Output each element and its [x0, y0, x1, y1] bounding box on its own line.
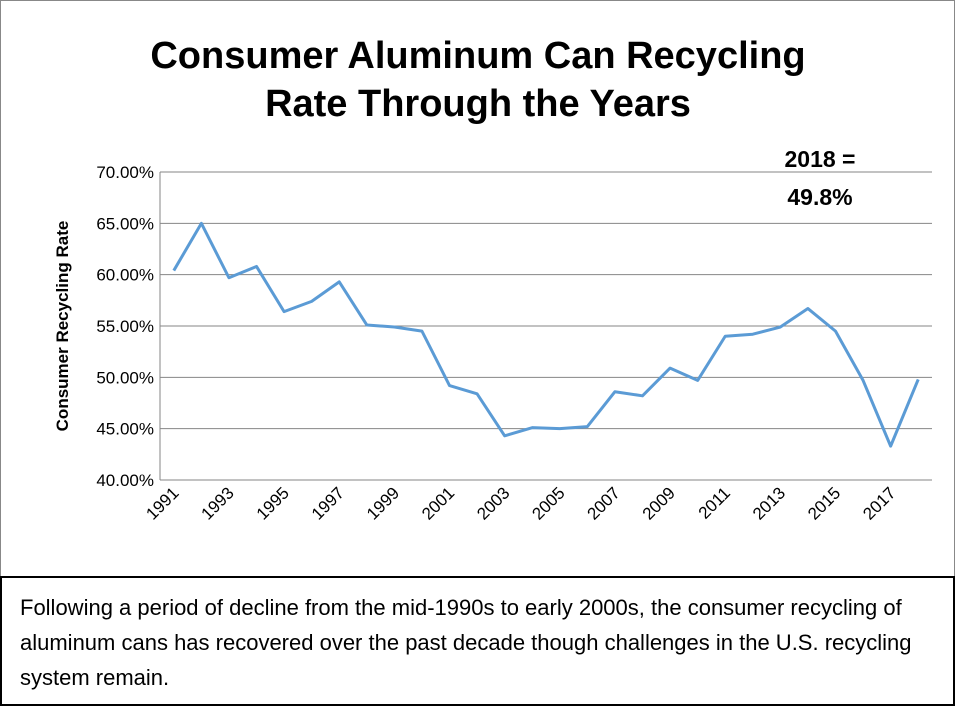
y-axis-label: Consumer Recycling Rate	[53, 221, 72, 432]
x-tick-label: 1995	[253, 483, 293, 523]
x-tick-label: 2003	[473, 483, 513, 523]
x-tick-label: 2013	[749, 483, 789, 523]
y-tick-label: 50.00%	[96, 368, 154, 387]
y-tick-label: 40.00%	[96, 471, 154, 490]
annotation: 2018 = 49.8%	[784, 146, 856, 210]
caption-box: Following a period of decline from the m…	[0, 576, 955, 706]
y-tick-label: 45.00%	[96, 420, 154, 439]
x-tick-label: 2015	[804, 483, 844, 523]
y-tick-label: 55.00%	[96, 317, 154, 336]
x-tick-label: 1999	[363, 483, 403, 523]
x-tick-label: 2007	[584, 483, 624, 523]
x-tick-label: 1997	[308, 483, 348, 523]
caption: Following a period of decline from the m…	[20, 595, 912, 690]
x-tick-label: 2005	[528, 483, 568, 523]
x-tick-label: 2017	[859, 483, 899, 523]
x-tick-label: 2009	[639, 483, 679, 523]
y-tick-label: 65.00%	[96, 214, 154, 233]
chart: 40.00% 45.00% 50.00% 55.00% 60.00% 65.00% 70.0…	[53, 163, 932, 524]
chart-title: Consumer Aluminum Can Recycling Rate Thr…	[150, 35, 806, 125]
x-tick-label: 1993	[198, 483, 238, 523]
x-tick-label: 2001	[418, 483, 458, 523]
y-tick-label: 70.00%	[96, 163, 154, 182]
x-tick-label: 2011	[695, 483, 734, 522]
y-tick-label: 60.00%	[96, 266, 154, 285]
data-line	[172, 221, 920, 448]
